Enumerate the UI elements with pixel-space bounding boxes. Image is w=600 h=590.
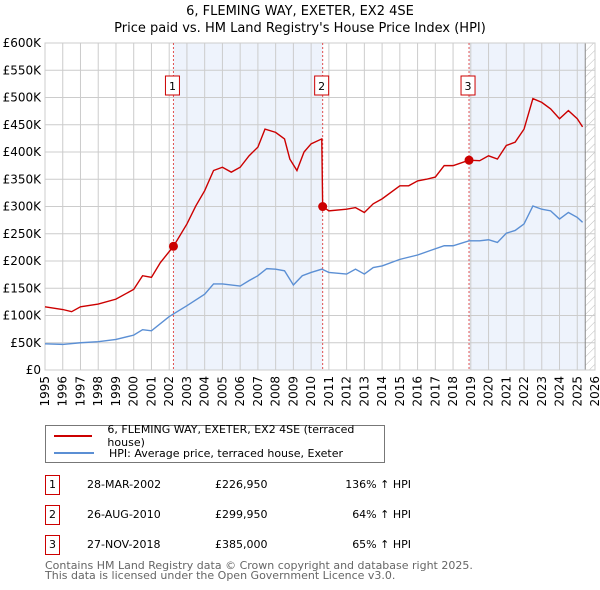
transaction-hpi: 65% ↑ HPI	[352, 538, 411, 551]
chart-title: 6, FLEMING WAY, EXETER, EX2 4SE	[186, 4, 414, 19]
footer-line: This data is licensed under the Open Gov…	[45, 569, 396, 582]
y-tick-label: £400K	[3, 145, 43, 159]
x-tick-label: 2014	[375, 376, 389, 407]
x-tick-label: 2008	[269, 376, 283, 407]
x-tick-label: 2023	[535, 376, 549, 407]
x-tick-label: 2021	[499, 376, 513, 407]
x-tick-label: 2018	[446, 376, 460, 407]
x-tick-label: 2017	[428, 376, 442, 407]
x-tick-label: 2012	[340, 376, 354, 407]
x-tick-label: 1995	[38, 376, 52, 407]
x-tick-label: 2016	[411, 376, 425, 407]
y-tick-label: £100K	[3, 309, 43, 323]
y-tick-label: £550K	[3, 63, 43, 77]
transaction-marker: 2	[45, 505, 60, 525]
series-line	[44, 205, 584, 346]
sale-marker-label: 2	[318, 80, 325, 93]
legend-item-property: 6, FLEMING WAY, EXETER, EX2 4SE (terrace…	[54, 423, 384, 449]
x-tick-label: 2005	[215, 376, 229, 407]
price-chart: £0 £50K £100K £150K £200K £250K £300K £350K £400…	[3, 36, 600, 407]
chart-subtitle: Price paid vs. HM Land Registry's House …	[114, 21, 486, 36]
footer: Contains HM Land Registry data © Crown c…	[45, 559, 473, 582]
x-tick-label: 2010	[304, 376, 318, 407]
sale-marker-box	[314, 75, 330, 96]
y-tick-label: £250K	[3, 227, 43, 241]
transaction-hpi: 136% ↑ HPI	[345, 478, 411, 491]
transaction-hpi: 64% ↑ HPI	[352, 508, 411, 521]
y-tick-label: £300K	[3, 200, 43, 214]
x-tick-label: 2026	[588, 376, 600, 407]
transaction-marker: 1	[45, 475, 60, 495]
transaction-price: £299,950	[215, 508, 268, 521]
legend-swatch-red	[54, 435, 93, 437]
transaction-date: 26-AUG-2010	[87, 508, 161, 521]
x-tick-label: 2013	[357, 376, 371, 407]
sale-point	[464, 155, 474, 165]
x-tick-label: 2003	[180, 376, 194, 407]
sale-point	[318, 202, 328, 212]
y-tick-label: £50K	[10, 336, 42, 350]
x-tick-label: 2001	[144, 376, 158, 407]
y-tick-label: £500K	[3, 91, 43, 105]
transaction-marker: 3	[45, 535, 60, 555]
x-tick-label: 2000	[127, 376, 141, 407]
x-tick-label: 2022	[517, 376, 531, 407]
sale-marker-box	[460, 75, 476, 96]
x-tick-label: 2019	[464, 376, 478, 407]
sale-marker-label: 1	[169, 80, 176, 93]
legend-swatch-blue	[54, 452, 94, 454]
transaction-price: £226,950	[215, 478, 268, 491]
x-tick-label: 2009	[286, 376, 300, 407]
y-tick-label: £450K	[3, 118, 43, 132]
legend-item-hpi: HPI: Average price, terraced house, Exet…	[54, 445, 343, 461]
legend-label: HPI: Average price, terraced house, Exet…	[109, 446, 344, 460]
x-tick-label: 2024	[553, 376, 567, 407]
footer-line: Contains HM Land Registry data © Crown c…	[45, 559, 473, 572]
x-tick-label: 2015	[393, 376, 407, 407]
y-tick-label: £150K	[3, 281, 43, 295]
x-tick-label: 1998	[91, 376, 105, 407]
x-tick-label: 2002	[162, 376, 176, 407]
x-tick-label: 1997	[73, 376, 87, 407]
x-tick-label: 2011	[322, 376, 336, 407]
y-tick-label: £350K	[3, 172, 43, 186]
transaction-price: £385,000	[215, 538, 268, 551]
sale-marker-box	[164, 75, 180, 96]
x-tick-label: 2025	[570, 376, 584, 407]
x-tick-label: 1999	[109, 376, 123, 407]
y-tick-label: £200K	[3, 254, 43, 268]
x-tick-label: 2006	[233, 376, 247, 407]
sale-marker-label: 3	[465, 80, 472, 93]
y-tick-label: £0	[26, 363, 41, 377]
transaction-date: 27-NOV-2018	[87, 538, 161, 551]
transaction-row: 3 27-NOV-2018 £385,000 65% ↑ HPI	[45, 535, 445, 555]
series-line	[44, 97, 584, 313]
plot-frame	[44, 42, 596, 371]
x-tick-label: 1996	[56, 376, 70, 407]
y-tick-label: £600K	[3, 36, 43, 50]
sale-point	[168, 241, 178, 251]
transaction-date: 28-MAR-2002	[87, 478, 162, 491]
x-tick-label: 2007	[251, 376, 265, 407]
legend: 6, FLEMING WAY, EXETER, EX2 4SE (terrace…	[45, 423, 385, 463]
transaction-row: 1 28-MAR-2002 £226,950 136% ↑ HPI	[45, 475, 445, 495]
legend-label: 6, FLEMING WAY, EXETER, EX2 4SE (terrace…	[107, 423, 355, 449]
x-tick-label: 2004	[198, 376, 212, 407]
transaction-row: 2 26-AUG-2010 £299,950 64% ↑ HPI	[45, 505, 445, 525]
x-tick-label: 2020	[482, 376, 496, 407]
